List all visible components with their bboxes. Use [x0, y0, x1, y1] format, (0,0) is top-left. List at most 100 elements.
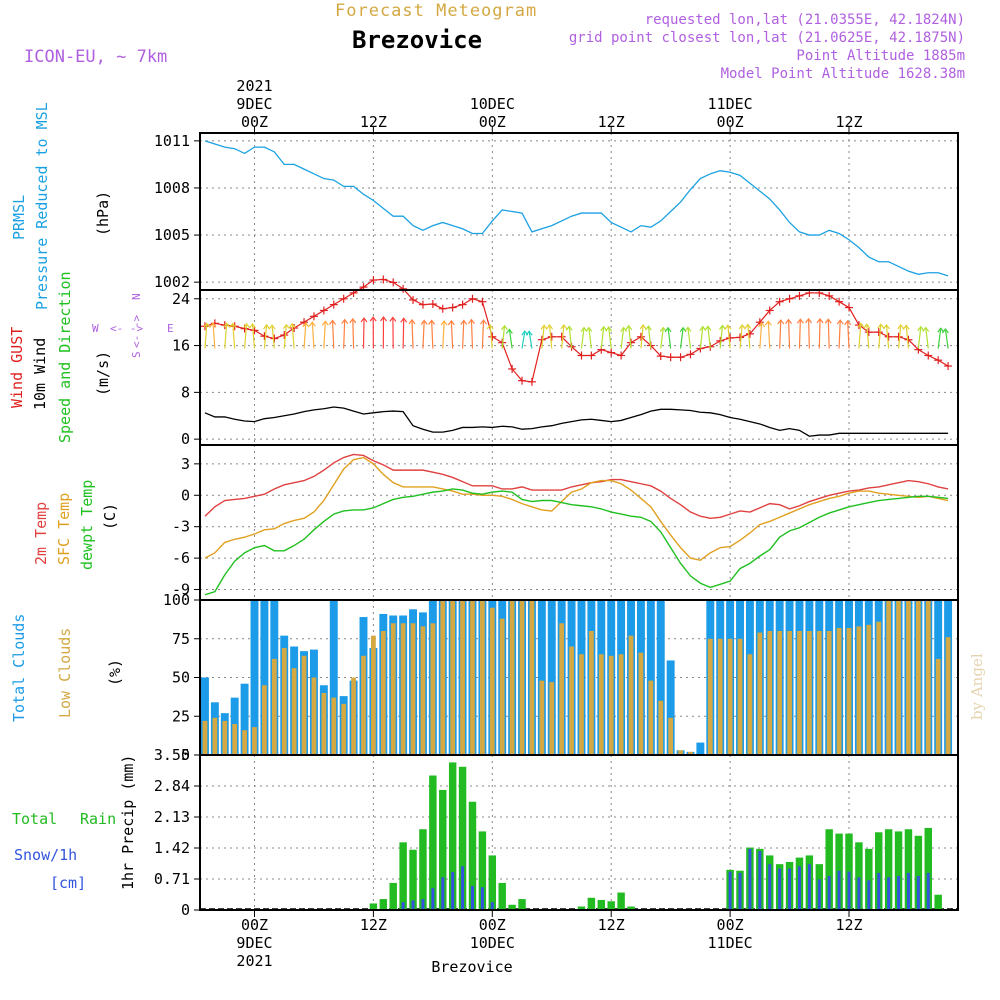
- wind-arrow: [858, 323, 862, 349]
- low-cloud-bar: [658, 700, 664, 755]
- precip-labels: Total Rain Snow/1h [cm] 1hr Precip (mm): [12, 755, 137, 892]
- wind-arrow-head: [248, 323, 256, 329]
- wind-arrow-head: [540, 324, 548, 330]
- wind-arrow: [798, 319, 801, 349]
- sfc-label: SFC Temp: [55, 493, 73, 565]
- low-cloud-bar: [380, 631, 386, 755]
- low-cloud-bar: [321, 693, 327, 755]
- wind-arrow-head: [408, 318, 416, 325]
- rain-bar: [914, 835, 923, 910]
- wind-arrow: [481, 320, 485, 349]
- rain-bar: [468, 801, 477, 910]
- wind-arrow: [442, 321, 445, 349]
- low-cloud-bar: [489, 607, 495, 755]
- snow-bar: [867, 880, 871, 910]
- rain-bar: [518, 899, 526, 910]
- wind-arrow-head: [684, 326, 692, 332]
- ytick-label: 3: [181, 455, 190, 473]
- low-clouds-label: Low Clouds: [56, 628, 74, 718]
- rain-label: Rain: [80, 810, 116, 828]
- rain-bar: [439, 789, 447, 910]
- total-cloud-bar: [250, 600, 259, 755]
- low-cloud-bar: [390, 623, 396, 755]
- total-clouds-label: Total Clouds: [10, 614, 28, 722]
- wind-arrow-head: [724, 324, 732, 330]
- rain-bar: [488, 855, 497, 910]
- snow-bar: [807, 864, 811, 910]
- wind-arrow: [283, 324, 287, 349]
- snow-bar: [916, 875, 920, 910]
- wind-arrow-head: [620, 326, 628, 332]
- bottom-date-label: 10DEC: [470, 934, 515, 952]
- low-cloud-bar: [450, 600, 456, 755]
- low-cloud-bar: [935, 658, 941, 755]
- low-cloud-bar: [470, 600, 475, 755]
- wind-arrow-head: [844, 319, 852, 326]
- wind-arrow-head: [941, 328, 949, 334]
- rain-bar: [478, 831, 487, 910]
- bottom-tick-label: 00Z: [717, 916, 744, 934]
- low-cloud-bar: [628, 635, 634, 755]
- wind-arrow-head: [302, 321, 310, 328]
- wind-arrow-head: [764, 320, 772, 326]
- low-cloud-bar: [688, 751, 693, 755]
- rain-bar: [419, 829, 427, 910]
- wind-arrow-head: [644, 325, 652, 331]
- top-tick-label: 12Z: [360, 113, 387, 131]
- ytick-label: 1008: [154, 179, 190, 197]
- wind-arrow-head: [744, 323, 752, 329]
- snow-bar: [451, 872, 455, 910]
- low-cloud-bar: [787, 631, 792, 755]
- wind-arrow-head: [565, 325, 573, 331]
- wind-arrow-head: [263, 323, 271, 330]
- wind-arrow-head: [937, 327, 945, 333]
- top-tick-label: 12Z: [835, 113, 862, 131]
- wind-arrow: [450, 320, 454, 349]
- wind-arrow: [759, 322, 763, 349]
- top-date-label: 9DEC: [236, 95, 272, 113]
- top-year-label: 2021: [236, 77, 272, 95]
- wind-arrow: [878, 324, 882, 349]
- low-cloud-bar: [559, 623, 565, 755]
- wind-arrow: [767, 321, 771, 349]
- ytick-label: 3.55: [154, 746, 190, 764]
- rain-bar: [884, 829, 893, 910]
- model-label: ICON-EU, ~ 7km: [24, 47, 167, 67]
- pressure-line: [204, 140, 949, 277]
- cloud-unit: (%): [106, 659, 124, 686]
- wind-arrow-head: [785, 318, 793, 325]
- low-cloud-bar: [361, 655, 366, 755]
- snow-bar: [421, 899, 425, 910]
- low-cloud-bar: [460, 600, 465, 755]
- wind-arrow-head: [380, 316, 387, 322]
- low-cloud-bar: [896, 600, 901, 755]
- ytick-label: 2.13: [154, 808, 190, 826]
- wind-arrow-head: [360, 317, 368, 323]
- low-cloud-bar: [549, 682, 555, 755]
- title-faded: Forecast Meteogram: [335, 1, 537, 21]
- snow-bar: [401, 902, 405, 910]
- wind-arrow: [251, 323, 256, 349]
- pressure-labels: PRMSL Pressure Reduced to MSL (hPa): [10, 102, 112, 310]
- low-cloud-bar: [806, 631, 812, 755]
- wind-arrow-head: [546, 323, 554, 330]
- low-cloud-bar: [737, 638, 743, 755]
- ytick-label: 25: [172, 707, 190, 725]
- low-cloud-bar: [668, 717, 674, 755]
- wind-arrow-head: [639, 323, 647, 330]
- wind-arrow: [787, 319, 791, 349]
- gust-line: [204, 278, 949, 383]
- low-cloud-bar: [281, 648, 287, 755]
- wind-labels: Wind GUST 10m Wind Speed and Direction (…: [8, 271, 174, 443]
- ytick-label: 1002: [154, 273, 190, 291]
- wind-arrow-head: [428, 319, 436, 325]
- low-cloud-bar: [222, 720, 228, 755]
- low-cloud-bar: [767, 631, 773, 755]
- low-cloud-bar: [529, 600, 535, 755]
- wind-arrow: [561, 324, 565, 349]
- wind-arrow-head: [659, 326, 667, 333]
- snow-bar: [817, 879, 821, 910]
- wind-label: 10m Wind: [31, 338, 49, 410]
- compass-n: N: [130, 293, 143, 300]
